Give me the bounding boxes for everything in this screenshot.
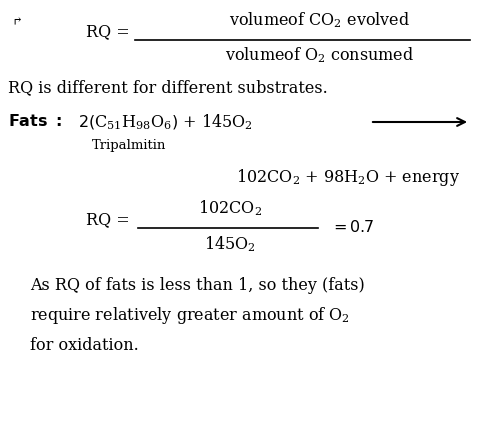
Text: $\mathbf{Fats\ :}$: $\mathbf{Fats\ :}$ [8,114,62,130]
Text: volumeof $\mathregular{CO_2}$ evolved: volumeof $\mathregular{CO_2}$ evolved [229,10,410,30]
Text: RQ is different for different substrates.: RQ is different for different substrates… [8,79,328,97]
Text: RQ =: RQ = [86,24,130,41]
Text: $\mathregular{102CO_2}$: $\mathregular{102CO_2}$ [198,198,262,218]
Text: ↵: ↵ [8,11,19,24]
Text: volumeof $\mathregular{O_2}$ consumed: volumeof $\mathregular{O_2}$ consumed [225,45,415,65]
Text: Tripalmitin: Tripalmitin [92,138,166,151]
Text: As RQ of fats is less than 1, so they (fats): As RQ of fats is less than 1, so they (f… [30,276,365,293]
Text: $2(\mathregular{C_{51}H_{98}O_6})$ + $\mathregular{145O_2}$: $2(\mathregular{C_{51}H_{98}O_6})$ + $\m… [78,112,253,132]
Text: $\mathregular{145O_2}$: $\mathregular{145O_2}$ [204,234,256,254]
Text: $\mathregular{102CO_2}$ + $\mathregular{98H_2O}$ + energy: $\mathregular{102CO_2}$ + $\mathregular{… [236,168,460,189]
Text: for oxidation.: for oxidation. [30,336,139,354]
Text: require relatively greater amount of $\mathregular{O_2}$: require relatively greater amount of $\m… [30,305,350,325]
Text: $= 0.7$: $= 0.7$ [330,219,374,236]
Text: RQ =: RQ = [86,211,130,228]
